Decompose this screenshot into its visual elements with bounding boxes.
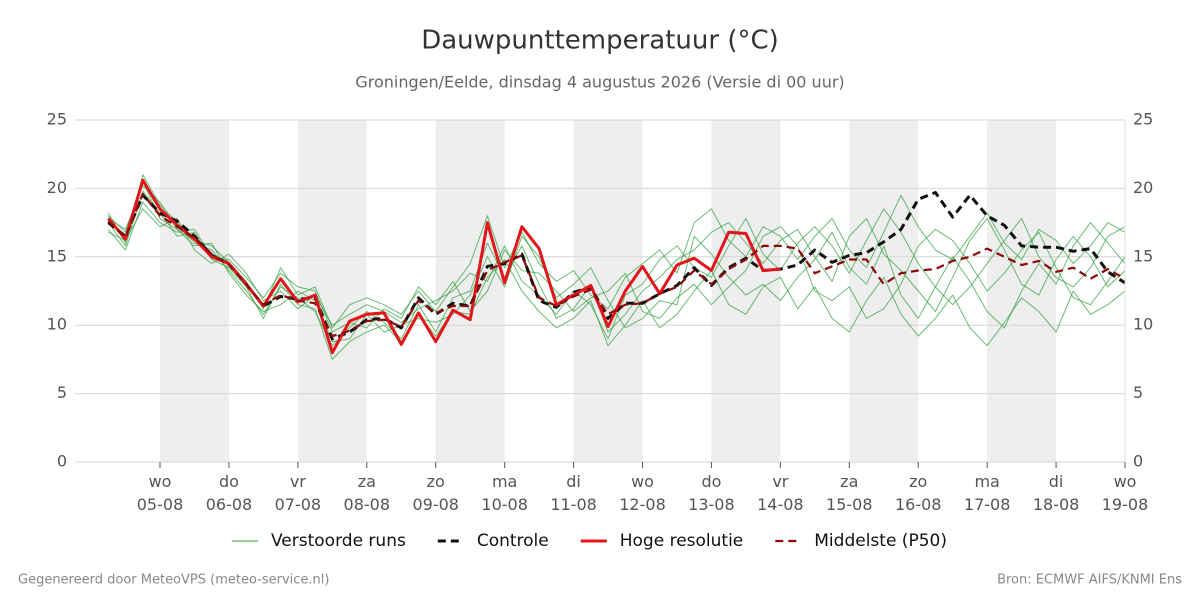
x-tick-label: za 15-08 <box>826 472 873 514</box>
legend-label: Middelste (P50) <box>814 531 947 551</box>
y2-tick-label: 15 <box>1133 246 1153 265</box>
y-tick-label: 0 <box>57 452 67 471</box>
x-tick-label: di 11-08 <box>550 472 597 514</box>
y2-tick-label: 25 <box>1133 110 1153 129</box>
x-tick-label: ma 10-08 <box>481 472 528 514</box>
y2-tick-label: 10 <box>1133 315 1153 334</box>
x-tick-label: zo 16-08 <box>895 472 942 514</box>
x-tick-label: zo 09-08 <box>412 472 459 514</box>
x-tick-label: wo 05-08 <box>137 472 184 514</box>
ensemble-line <box>107 174 1126 347</box>
chart-subtitle: Groningen/Eelde, dinsdag 4 augustus 2026… <box>355 73 844 92</box>
day-band <box>297 120 367 462</box>
x-tick-label: wo 12-08 <box>619 472 666 514</box>
x-tick-label: wo 19-08 <box>1102 472 1149 514</box>
day-band <box>711 120 781 462</box>
day-band <box>849 120 919 462</box>
y-tick-label: 20 <box>47 178 67 197</box>
footer-right: Bron: ECMWF AIFS/KNMI Ens <box>997 573 1182 588</box>
ensemble-line <box>107 181 1126 329</box>
ensemble-line <box>108 208 1126 340</box>
y2-tick-label: 5 <box>1133 383 1143 402</box>
day-band <box>160 120 229 462</box>
y2-tick-label: 0 <box>1133 452 1143 471</box>
y-tick-label: 10 <box>47 315 67 334</box>
legend-label: Verstoorde runs <box>271 531 406 551</box>
legend-label: Controle <box>477 531 549 551</box>
chart-title: Dauwpunttemperatuur (°C) <box>421 26 779 56</box>
y-tick-label: 25 <box>47 110 67 129</box>
x-tick-label: za 08-08 <box>344 472 391 514</box>
legend-label: Hoge resolutie <box>620 531 744 551</box>
x-tick-label: di 18-08 <box>1033 472 1080 514</box>
x-tick-label: ma 17-08 <box>964 472 1011 514</box>
ensemble-line <box>107 190 1126 360</box>
x-tick-label: vr 07-08 <box>275 472 322 514</box>
legend: Verstoorde runs Controle Hoge resolutie Mid… <box>232 531 947 551</box>
ensemble-line <box>107 201 1126 333</box>
x-tick-label: do 06-08 <box>206 472 253 514</box>
y2-tick-label: 20 <box>1133 178 1153 197</box>
y-tick-label: 5 <box>57 383 67 402</box>
series-line <box>107 192 1126 338</box>
y-tick-label: 15 <box>47 246 67 265</box>
x-tick-label: do 13-08 <box>688 472 735 514</box>
x-tick-label: vr 14-08 <box>757 472 804 514</box>
footer-left: Gegenereerd door MeteoVPS (meteo-service… <box>18 573 329 588</box>
